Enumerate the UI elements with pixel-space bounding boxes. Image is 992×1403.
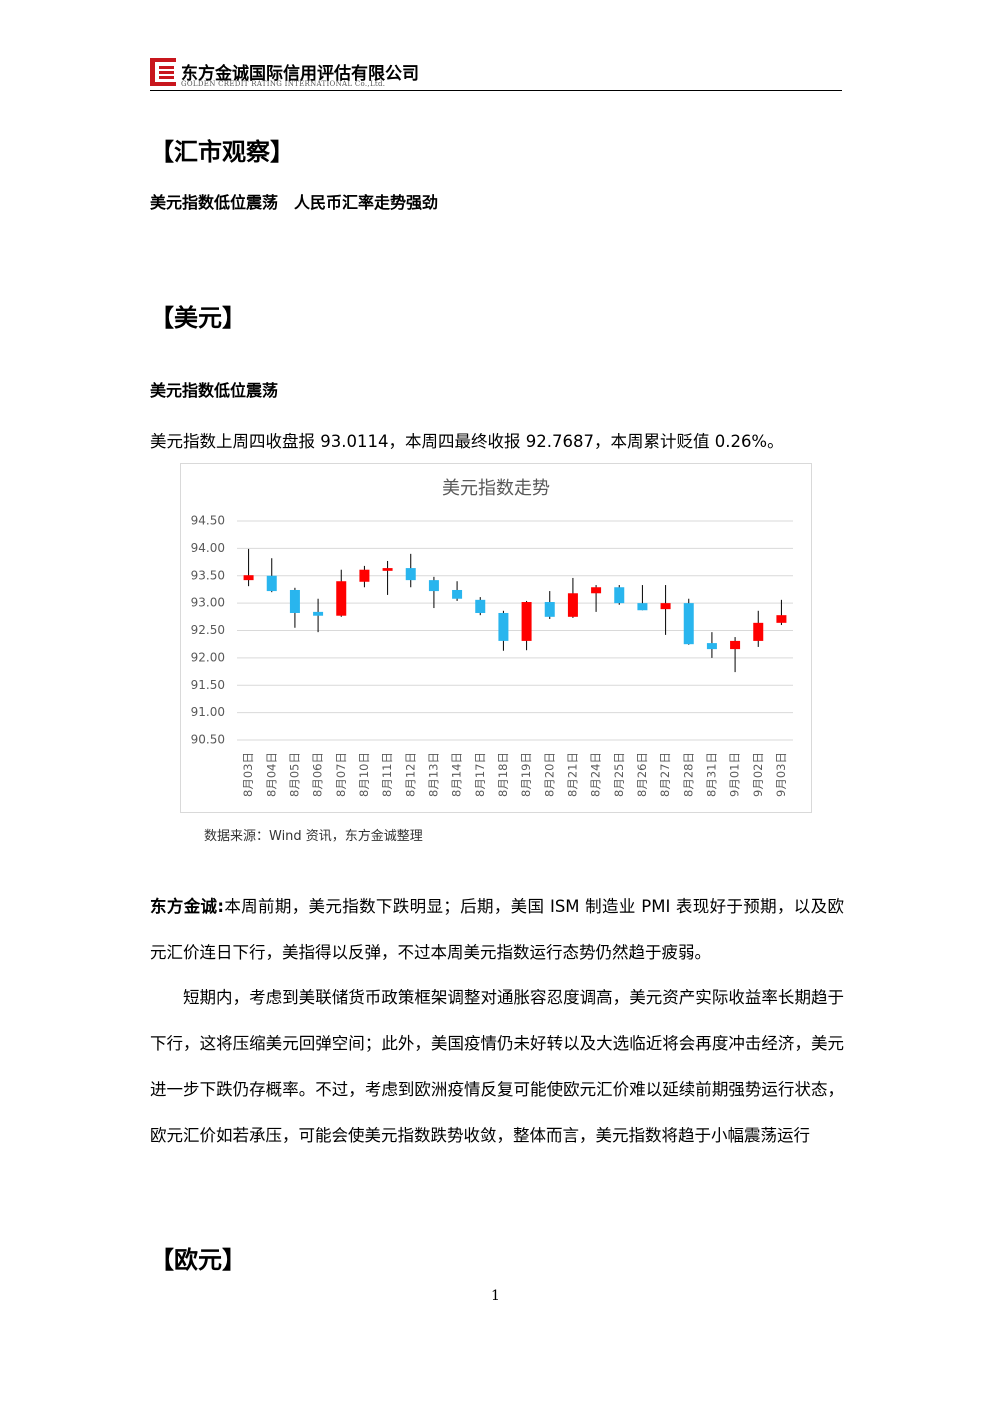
- chart-source: 数据来源：Wind 资讯，东方金诚整理: [204, 829, 423, 844]
- paragraph: 东方金诚:本周前期，美元指数下跌明显；后期，美国 ISM 制造业 PMI 表现好…: [150, 884, 844, 976]
- x-tick-label: 8月18日: [496, 752, 510, 797]
- y-tick-label: 93.00: [191, 596, 225, 610]
- candle-body: [730, 640, 741, 650]
- x-tick-label: 8月26日: [635, 752, 649, 797]
- text: 本周前期，美元指数下跌明显；后期，美国 ISM 制造业 PMI 表现好于预期，以…: [150, 897, 844, 962]
- x-tick-label: 8月04日: [264, 752, 278, 797]
- x-tick-label: 8月28日: [681, 752, 695, 797]
- subtitle: 美元指数低位震荡 人民币汇率走势强劲: [150, 193, 439, 212]
- chart: 美元指数走势 90.50 91.00 91.50 92.00 92.50 93.00 93.…: [180, 463, 812, 813]
- x-tick-label: 8月25日: [612, 752, 626, 797]
- x-tick-label: 8月13日: [426, 752, 440, 797]
- x-tick-label: 9月03日: [774, 752, 788, 797]
- logo: [150, 58, 176, 86]
- candle-body: [359, 569, 370, 582]
- candle-body: [660, 603, 671, 610]
- candle-body: [266, 575, 277, 592]
- candle-body: [452, 589, 463, 599]
- paragraph: 美元指数上周四收盘报 93.0114，本周四最终收报 92.7687，本周累计贬…: [150, 432, 784, 451]
- x-tick-label: 8月12日: [403, 752, 417, 797]
- company-name: 东方金诚国际信用评估有限公司: [181, 64, 419, 84]
- candle-body: [382, 568, 393, 571]
- heading: 【欧元】: [150, 1246, 246, 1274]
- x-tick-label: 8月07日: [334, 752, 348, 797]
- x-tick-label: 8月19日: [519, 752, 533, 797]
- chart-title: 美元指数走势: [442, 478, 550, 499]
- x-tick-label: 8月06日: [311, 752, 325, 797]
- y-tick-label: 90.50: [191, 733, 225, 747]
- candle-body: [405, 568, 416, 581]
- candle-body: [753, 622, 764, 641]
- candle-body: [521, 602, 532, 641]
- candle-body: [428, 580, 439, 592]
- x-tick-label: 8月11日: [380, 752, 394, 797]
- x-tick-label: 8月24日: [589, 752, 603, 797]
- y-tick-label: 91.00: [191, 705, 225, 719]
- x-tick-label: 8月17日: [473, 752, 487, 797]
- paragraph: 短期内，考虑到美联储货币政策框架调整对通胀容忍度调高，美元资产实际收益率长期趋于…: [150, 988, 844, 1145]
- x-tick-label: 8月14日: [450, 752, 464, 797]
- y-tick-label: 94.50: [191, 514, 225, 528]
- candle-body: [289, 589, 300, 613]
- y-tick-label: 93.50: [191, 568, 225, 582]
- x-tick-label: 9月02日: [751, 752, 765, 797]
- page-number: 1: [491, 1288, 500, 1304]
- x-tick-label: 8月27日: [658, 752, 672, 797]
- candle-body: [336, 581, 347, 616]
- header-rule: [150, 90, 842, 91]
- candle-body: [614, 587, 625, 604]
- candle-body: [475, 599, 486, 613]
- x-tick-label: 8月10日: [357, 752, 371, 797]
- y-tick-label: 94.00: [191, 541, 225, 555]
- heading: 【美元】: [150, 304, 246, 332]
- heading: 【汇市观察】: [150, 138, 294, 166]
- candle-body: [706, 643, 717, 650]
- candle-body: [591, 587, 602, 594]
- candle-body: [637, 603, 648, 611]
- lead: 东方金诚:: [150, 897, 224, 916]
- y-tick-label: 92.50: [191, 623, 225, 637]
- x-tick-label: 8月31日: [704, 752, 718, 797]
- chart-frame: [180, 463, 812, 813]
- company-name-en: GOLDEN CREDIT RATING INTERNATIONAL Co.,L…: [181, 80, 386, 88]
- candle-body: [243, 575, 254, 581]
- subheading: 美元指数低位震荡: [150, 381, 279, 400]
- candle-body: [776, 615, 787, 623]
- x-tick-label: 8月20日: [542, 752, 556, 797]
- candle-body: [313, 611, 324, 616]
- candle-body: [498, 612, 509, 641]
- candle-body: [567, 593, 578, 617]
- candle-body: [683, 603, 694, 645]
- x-tick-label: 8月21日: [565, 752, 579, 797]
- y-tick-label: 91.50: [191, 678, 225, 692]
- x-tick-label: 8月03日: [241, 752, 255, 797]
- y-tick-label: 92.00: [191, 650, 225, 664]
- x-tick-label: 8月05日: [287, 752, 301, 797]
- x-tick-label: 9月01日: [728, 752, 742, 797]
- candle-body: [544, 602, 555, 617]
